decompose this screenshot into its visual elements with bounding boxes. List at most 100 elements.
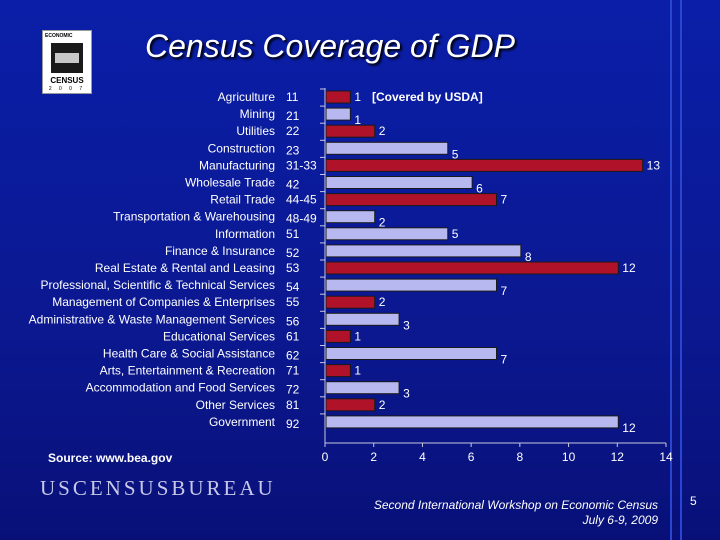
data-label: 5: [452, 227, 459, 241]
category-label: Retail Trade: [210, 193, 275, 207]
category-label: Accommodation and Food Services: [86, 381, 275, 395]
data-label: 1: [354, 113, 361, 127]
data-label: 2: [379, 295, 386, 309]
data-label: 12: [622, 261, 636, 275]
x-tick-label: 2: [370, 450, 377, 464]
naics-code-label: 21: [286, 109, 300, 123]
bar: [325, 347, 497, 360]
data-label: 2: [379, 124, 386, 138]
workshop-caption: Second International Workshop on Economi…: [374, 498, 658, 528]
workshop-title: Second International Workshop on Economi…: [373, 498, 658, 512]
slide-title: Census Coverage of GDP: [145, 28, 515, 64]
naics-code-label: 72: [286, 383, 300, 397]
data-label: 1: [354, 329, 361, 343]
decorative-line-left: [670, 0, 672, 540]
logo-mark: [51, 43, 83, 73]
bar: [325, 141, 449, 155]
economic-census-logo: ECONOMIC CENSUS 2 0 0 7: [42, 30, 92, 94]
naics-code-label: 48-49: [286, 212, 317, 226]
data-label: 3: [403, 318, 410, 332]
naics-code-label: 92: [286, 417, 300, 431]
bar: [325, 158, 644, 172]
naics-code-label: 62: [286, 349, 300, 363]
logo-year: 2 0 0 7: [48, 86, 86, 92]
bar: [325, 381, 400, 395]
data-label: 1: [354, 90, 361, 104]
data-label: 1: [354, 364, 361, 378]
bar: [325, 329, 351, 343]
bar: [325, 415, 619, 429]
naics-code-label: 71: [286, 364, 300, 378]
category-label: Health Care & Social Assistance: [103, 347, 275, 361]
bar: [325, 278, 497, 292]
bar: [325, 398, 376, 412]
data-label: 7: [501, 353, 508, 367]
category-label: Arts, Entertainment & Recreation: [100, 364, 275, 378]
category-label: Real Estate & Rental and Leasing: [95, 261, 275, 275]
naics-code-label: 23: [286, 143, 300, 157]
bar: [325, 364, 351, 378]
category-label: Government: [209, 415, 276, 429]
data-label: 2: [379, 216, 386, 230]
x-tick-label: 10: [562, 450, 576, 464]
census-bureau-wordmark: USCENSUSBUREAU: [40, 476, 276, 500]
naics-code-label: 51: [286, 227, 300, 241]
bar: [325, 124, 376, 138]
naics-code-label: 53: [286, 261, 300, 275]
category-label: Agriculture: [218, 90, 276, 104]
naics-code-label: 42: [286, 178, 300, 192]
category-label: Professional, Scientific & Technical Ser…: [40, 278, 275, 292]
x-tick-label: 8: [517, 450, 524, 464]
bar: [325, 176, 473, 189]
usda-annotation: [Covered by USDA]: [372, 90, 483, 104]
x-tick-label: 14: [659, 450, 673, 464]
category-label: Management of Companies & Enterprises: [52, 295, 275, 309]
naics-code-label: 55: [286, 295, 300, 309]
workshop-date: July 6-9, 2009: [582, 513, 658, 527]
data-label: 6: [476, 182, 483, 196]
naics-code-label: 61: [286, 329, 300, 343]
bar: [325, 210, 376, 224]
naics-code-label: 31-33: [286, 158, 317, 172]
naics-code-label: 56: [286, 314, 300, 328]
category-label: Mining: [240, 107, 275, 121]
x-tick-label: 6: [468, 450, 475, 464]
bar: [325, 90, 351, 104]
category-label: Information: [215, 227, 275, 241]
page-number: 5: [690, 494, 697, 508]
category-label: Manufacturing: [199, 158, 275, 172]
naics-code-label: 44-45: [286, 193, 317, 207]
data-label: 2: [379, 398, 386, 412]
naics-code-label: 52: [286, 246, 300, 260]
data-label: 12: [622, 421, 636, 435]
category-label: Utilities: [236, 124, 275, 138]
naics-code-label: 11: [286, 90, 299, 104]
decorative-line-right: [680, 0, 682, 540]
data-label: 13: [647, 158, 661, 172]
bar: [325, 227, 449, 241]
logo-middle-text: CENSUS: [50, 76, 84, 85]
bar: [325, 244, 522, 258]
bar: [325, 107, 351, 121]
category-label: Administrative & Waste Management Servic…: [29, 312, 275, 326]
bar: [325, 295, 376, 309]
x-tick-label: 4: [419, 450, 426, 464]
category-label: Finance & Insurance: [165, 244, 275, 258]
bar: [325, 261, 619, 275]
category-label: Educational Services: [163, 329, 275, 343]
data-label: 8: [525, 250, 532, 264]
logo-top-text: ECONOMIC: [45, 33, 73, 39]
data-label: 7: [501, 193, 508, 207]
data-label: 3: [403, 387, 410, 401]
category-label: Other Services: [196, 398, 275, 412]
data-label: 7: [501, 284, 508, 298]
category-label: Wholesale Trade: [185, 176, 275, 190]
data-label: 5: [452, 147, 459, 161]
category-label: Transportation & Warehousing: [113, 210, 275, 224]
naics-code-label: 54: [286, 280, 300, 294]
naics-code-label: 81: [286, 398, 300, 412]
source-note: Source: www.bea.gov: [48, 451, 173, 465]
x-tick-label: 0: [322, 450, 329, 464]
category-label: Construction: [208, 141, 275, 155]
